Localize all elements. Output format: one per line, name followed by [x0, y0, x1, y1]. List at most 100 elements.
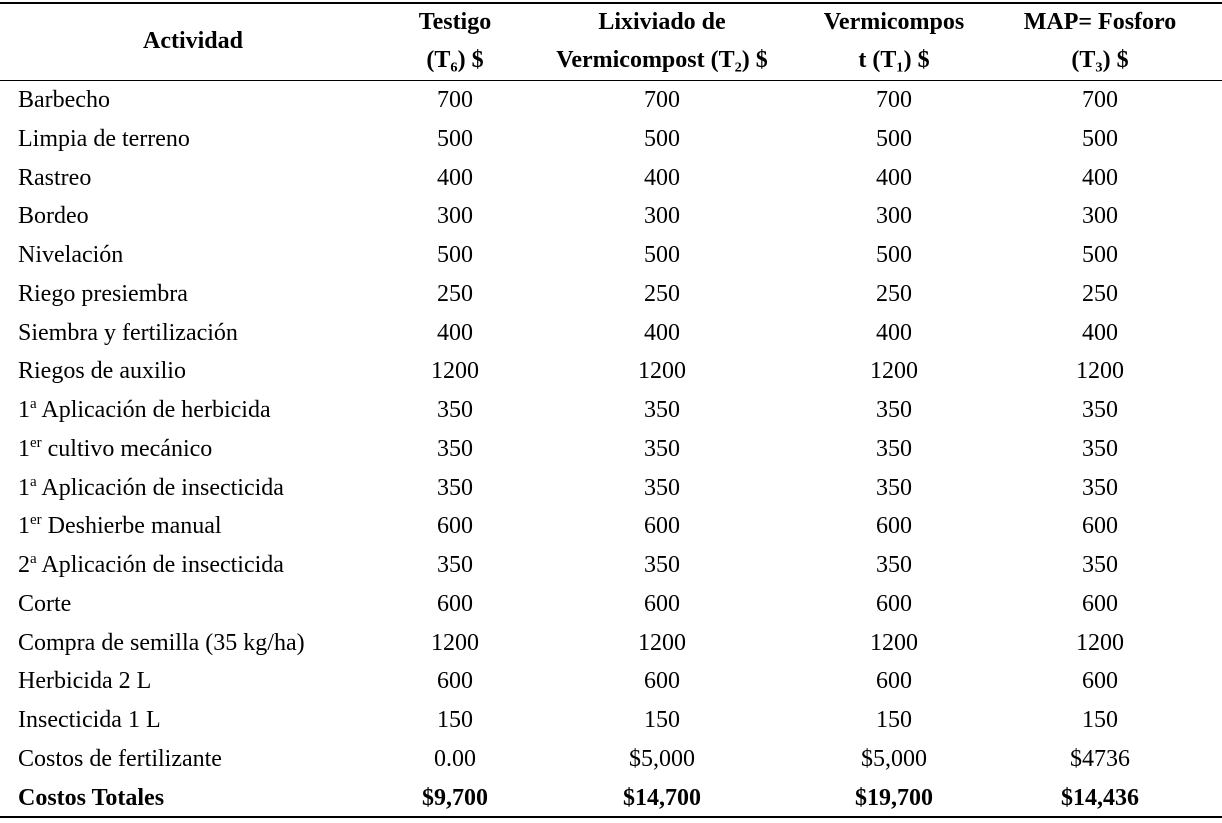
cost-value: 400 [876, 319, 912, 346]
activity-label: Herbicida 2 L [18, 668, 152, 695]
cost-value: 150 [644, 707, 680, 733]
cost-value: 0.00 [434, 745, 476, 772]
cost-value: 600 [644, 668, 680, 695]
cost-value: 500 [876, 242, 912, 268]
cost-value: 400 [644, 319, 680, 346]
cost-value: 400 [437, 319, 473, 346]
activity-text: Aplicación de herbicida [41, 397, 271, 423]
column-header: (T₃) $ [1071, 47, 1129, 73]
cost-value: 300 [876, 203, 912, 230]
cost-value: 150 [1082, 707, 1118, 733]
cost-value: 300 [1082, 203, 1118, 230]
cost-value: 600 [644, 513, 680, 540]
cost-value: 600 [876, 668, 912, 695]
activity-label: Insecticida 1 L [18, 707, 161, 733]
cost-value: 600 [876, 513, 912, 540]
cost-value: 500 [644, 242, 680, 268]
cost-value: 350 [876, 435, 912, 462]
activity-label: Limpia de terreno [18, 125, 190, 152]
cost-value: $5,000 [629, 745, 695, 772]
activity-text: Aplicación de insecticida [41, 474, 284, 501]
column-header: MAP= Fosforo [1023, 9, 1177, 35]
cost-value: 350 [437, 397, 473, 423]
activity-label: 1a Aplicación de herbicida [18, 391, 271, 429]
activity-label: Corte [18, 590, 72, 617]
cost-value: 700 [1082, 87, 1118, 113]
column-header: Vermicompos [823, 9, 965, 35]
cost-value: $14,700 [623, 784, 701, 811]
activity-label: 1er Deshierbe manual [18, 507, 222, 545]
cost-value: 250 [876, 280, 912, 307]
activity-label: Costos Totales [18, 784, 165, 811]
cost-value: 350 [876, 397, 912, 423]
ordinal-suffix: a [30, 551, 37, 567]
cost-value: $4736 [1070, 745, 1130, 772]
cost-value: 1200 [638, 358, 686, 385]
cost-value: 1200 [431, 629, 479, 656]
column-header: Actividad [142, 28, 244, 54]
cost-value: 600 [437, 513, 473, 540]
cost-value: 400 [437, 164, 473, 191]
activity-text: Aplicación de insecticida [41, 552, 284, 578]
activity-text: Deshierbe manual [47, 513, 222, 540]
cost-value: 350 [437, 435, 473, 462]
cost-value: 500 [1082, 125, 1118, 152]
cost-value: 250 [1082, 280, 1118, 307]
cost-value: 600 [437, 590, 473, 617]
activity-label: Bordeo [18, 203, 89, 230]
ordinal: 1 [18, 513, 30, 540]
cost-value: 250 [644, 280, 680, 307]
cost-value: 1200 [870, 358, 918, 385]
cost-value: 150 [437, 707, 473, 733]
cost-value: 250 [437, 280, 473, 307]
cost-value: 500 [876, 125, 912, 152]
cost-value: 400 [644, 164, 680, 191]
ordinal-suffix: a [30, 473, 37, 490]
cost-value: 1200 [1076, 629, 1124, 656]
cost-value: 1200 [1076, 358, 1124, 385]
activity-label: Siembra y fertilización [18, 319, 238, 346]
column-header: (T₆) $ [426, 47, 484, 73]
header-rule [0, 80, 1222, 81]
cost-value: 350 [437, 474, 473, 501]
cost-value: 150 [876, 707, 912, 733]
column-header: Vermicompost (T₂) $ [556, 47, 768, 73]
cost-value: $9,700 [422, 784, 488, 811]
cost-value: 350 [1082, 474, 1118, 501]
cost-value: 400 [1082, 319, 1118, 346]
cost-value: 300 [437, 203, 473, 230]
column-header: Testigo [418, 9, 492, 35]
cost-value: 600 [1082, 590, 1118, 617]
cost-value: 600 [644, 590, 680, 617]
column-header: Lixiviado de [598, 9, 726, 35]
activity-label: Compra de semilla (35 kg/ha) [18, 629, 305, 656]
activity-label: 1a Aplicación de insecticida [18, 469, 284, 507]
activity-label: 2a Aplicación de insecticida [18, 546, 284, 584]
cost-value: 600 [1082, 513, 1118, 540]
cost-value: 500 [437, 242, 473, 268]
cost-value: 1200 [431, 358, 479, 385]
cost-value: 400 [1082, 164, 1118, 191]
ordinal: 2 [18, 552, 30, 578]
ordinal: 1 [18, 474, 30, 501]
cost-value: 700 [437, 87, 473, 113]
cost-value: 300 [644, 203, 680, 230]
activity-label: Rastreo [18, 164, 92, 191]
cost-value: 600 [437, 668, 473, 695]
activity-label: Costos de fertilizante [18, 745, 222, 772]
cost-value: 500 [1082, 242, 1118, 268]
cost-value: 350 [644, 435, 680, 462]
cost-value: 350 [644, 397, 680, 423]
cost-value: 700 [876, 87, 912, 113]
cost-value: 600 [1082, 668, 1118, 695]
cost-value: $14,436 [1061, 784, 1139, 811]
cost-value: 1200 [638, 629, 686, 656]
column-header: t (T₁) $ [858, 47, 930, 73]
cost-value: 350 [437, 552, 473, 578]
ordinal-suffix: er [30, 434, 42, 451]
cost-value: $19,700 [855, 784, 933, 811]
cost-value: 500 [437, 125, 473, 152]
activity-label: Riego presiembra [18, 280, 188, 307]
cost-value: 350 [876, 474, 912, 501]
ordinal-suffix: er [30, 512, 42, 529]
